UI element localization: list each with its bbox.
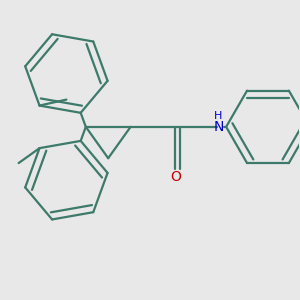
Text: O: O [170,170,181,184]
Text: N: N [213,120,224,134]
Text: H: H [214,111,223,122]
